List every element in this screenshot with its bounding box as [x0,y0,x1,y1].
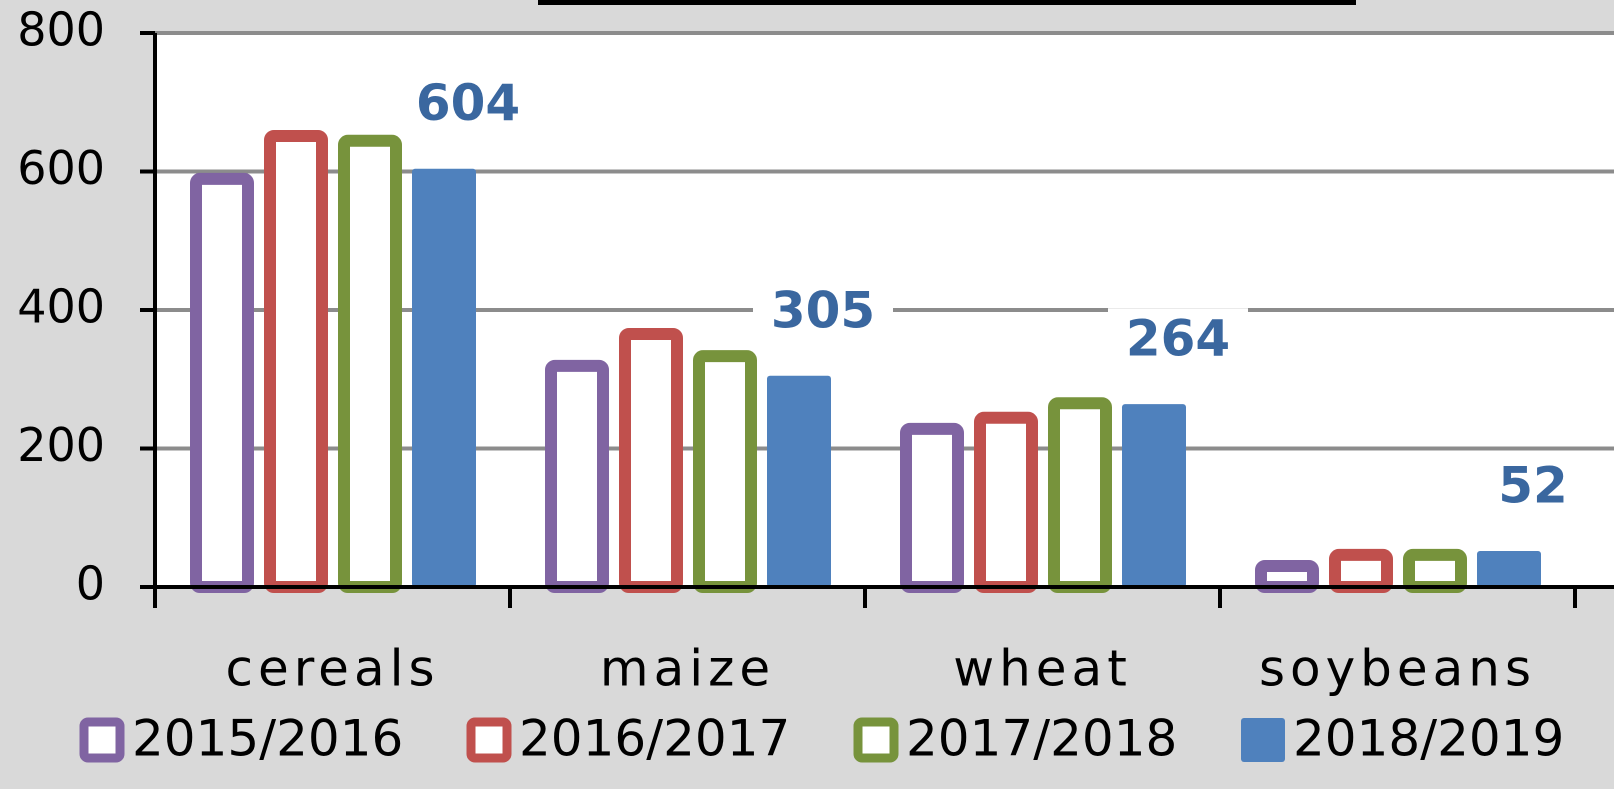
title-box-edge [538,0,1356,5]
data-label-bg [398,72,538,137]
bar [1403,548,1467,593]
data-label: 305 [771,281,875,339]
data-label-bg [1463,454,1603,519]
legend-swatch [79,717,125,763]
legend-label: 2016/2017 [519,710,790,768]
bar [767,375,831,587]
data-label-bg [753,279,893,344]
bar [264,129,328,593]
bar [1477,550,1541,587]
bar [1048,397,1112,593]
x-tick-label: maize [600,640,775,698]
bar [190,172,254,593]
y-tick-label: 200 [17,418,105,472]
legend-swatch [466,717,512,763]
y-tick-label: 800 [17,3,105,57]
legend-label: 2018/2019 [1293,710,1564,768]
y-tick-label: 600 [17,141,105,195]
x-tick-label: wheat [953,640,1132,698]
x-tick-label: cereals [225,640,439,698]
data-label: 264 [1126,310,1230,368]
data-label-bg [1108,308,1248,373]
legend-label: 2015/2016 [132,710,403,768]
bar [974,411,1038,593]
x-tick-label: soybeans [1259,640,1536,698]
bar [545,359,609,593]
bar [1255,559,1319,593]
bar [1329,548,1393,593]
legend-swatch [853,717,899,763]
bar [693,350,757,594]
legend-label: 2017/2018 [906,710,1177,768]
y-tick-label: 400 [17,280,105,334]
data-label: 604 [416,74,520,132]
bar [412,168,476,588]
bar [338,134,402,594]
legend-swatch [1241,718,1285,762]
bar [619,328,683,593]
y-tick-label: 0 [76,557,105,611]
bar [900,422,964,593]
data-label: 52 [1498,456,1568,514]
bar [1122,404,1186,587]
